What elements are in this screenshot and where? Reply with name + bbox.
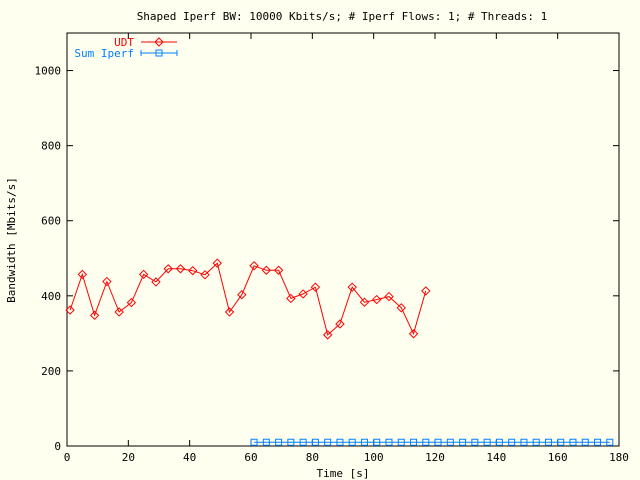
- x-tick-label: 40: [183, 451, 196, 464]
- data-point-udt: [200, 270, 210, 280]
- x-tick-label: 100: [364, 451, 384, 464]
- legend-marker-sum-iperf: [155, 49, 163, 57]
- y-tick-label: 800: [41, 140, 61, 153]
- data-point-sum-iperf: [373, 438, 381, 446]
- x-tick-label: 180: [609, 451, 629, 464]
- chart-title: Shaped Iperf BW: 10000 Kbits/s; # Iperf …: [137, 10, 548, 23]
- data-point-udt: [286, 293, 296, 304]
- data-point-sum-iperf: [459, 438, 467, 446]
- data-point-udt: [212, 258, 222, 268]
- data-point-sum-iperf: [262, 438, 270, 446]
- data-point-sum-iperf: [397, 438, 405, 446]
- data-point-udt: [77, 269, 88, 280]
- data-point-sum-iperf: [508, 438, 516, 446]
- data-point-sum-iperf: [569, 438, 577, 446]
- data-point-udt: [151, 277, 161, 287]
- y-axis: 0 200 400 600 800 1000: [35, 65, 619, 453]
- data-point-udt: [163, 264, 173, 274]
- data-point-sum-iperf: [250, 438, 258, 446]
- x-tick-label: 20: [122, 451, 135, 464]
- y-tick-label: 600: [41, 215, 61, 228]
- x-tick-label: 140: [486, 451, 506, 464]
- data-point-udt: [322, 330, 333, 340]
- x-axis-label: Time [s]: [317, 467, 370, 480]
- x-tick-label: 160: [548, 451, 568, 464]
- data-point-sum-iperf: [385, 438, 393, 446]
- data-point-udt: [408, 329, 419, 339]
- data-point-udt: [347, 282, 357, 292]
- data-point-udt: [188, 265, 198, 276]
- data-point-sum-iperf: [275, 438, 283, 446]
- data-point-udt: [89, 310, 100, 321]
- data-point-udt: [237, 289, 247, 300]
- data-point-sum-iperf: [311, 438, 319, 446]
- y-axis-label: Bandwidth [Mbits/s]: [5, 177, 18, 303]
- data-point-sum-iperf: [287, 438, 295, 446]
- data-point-sum-iperf: [336, 438, 344, 446]
- data-point-sum-iperf: [410, 438, 418, 446]
- data-point-udt: [310, 282, 321, 292]
- data-point-sum-iperf: [581, 438, 589, 446]
- data-point-sum-iperf: [520, 438, 528, 446]
- data-point-udt: [175, 264, 186, 274]
- data-point-sum-iperf: [422, 438, 430, 446]
- x-tick-label: 120: [425, 451, 445, 464]
- data-point-sum-iperf: [606, 438, 614, 446]
- data-point-udt: [396, 303, 406, 313]
- data-point-udt: [138, 269, 149, 280]
- data-point-udt: [359, 297, 370, 307]
- data-point-udt: [126, 297, 137, 308]
- legend-entry-sum-iperf: Sum Iperf: [74, 47, 178, 60]
- data-point-sum-iperf: [434, 438, 442, 446]
- y-tick-label: 400: [41, 290, 61, 303]
- data-point-udt: [65, 305, 75, 315]
- data-point-udt: [261, 265, 272, 275]
- x-tick-label: 80: [306, 451, 319, 464]
- data-point-sum-iperf: [471, 438, 479, 446]
- x-tick-label: 0: [64, 451, 71, 464]
- y-tick-label: 1000: [35, 65, 62, 78]
- legend-label-udt: UDT: [114, 36, 134, 49]
- data-point-sum-iperf: [544, 438, 552, 446]
- legend: UDT Sum Iperf: [74, 36, 178, 60]
- data-point-udt: [372, 294, 382, 305]
- data-point-sum-iperf: [495, 438, 503, 446]
- data-point-sum-iperf: [557, 438, 565, 446]
- legend-entry-udt: UDT: [114, 36, 177, 49]
- data-point-sum-iperf: [483, 438, 491, 446]
- data-point-sum-iperf: [348, 438, 356, 446]
- data-point-udt: [421, 286, 431, 296]
- data-point-udt: [224, 307, 235, 317]
- data-point-udt: [114, 307, 124, 317]
- data-point-sum-iperf: [360, 438, 368, 446]
- y-tick-label: 200: [41, 365, 61, 378]
- data-point-udt: [335, 319, 345, 329]
- data-point-udt: [102, 276, 112, 287]
- y-tick-label: 0: [54, 440, 61, 453]
- data-point-sum-iperf: [446, 438, 454, 446]
- data-point-udt: [298, 289, 308, 299]
- data-point-udt: [273, 265, 284, 275]
- data-point-sum-iperf: [299, 438, 307, 446]
- data-point-sum-iperf: [324, 438, 332, 446]
- data-point-sum-iperf: [594, 438, 602, 446]
- data-point-udt: [249, 261, 259, 271]
- legend-marker-udt: [154, 37, 164, 47]
- legend-label-sum-iperf: Sum Iperf: [74, 47, 134, 60]
- plot-frame: [66, 32, 620, 447]
- data-point-sum-iperf: [532, 438, 540, 446]
- data-point-udt: [384, 291, 394, 302]
- x-tick-label: 60: [244, 451, 257, 464]
- series-layer: [65, 258, 614, 446]
